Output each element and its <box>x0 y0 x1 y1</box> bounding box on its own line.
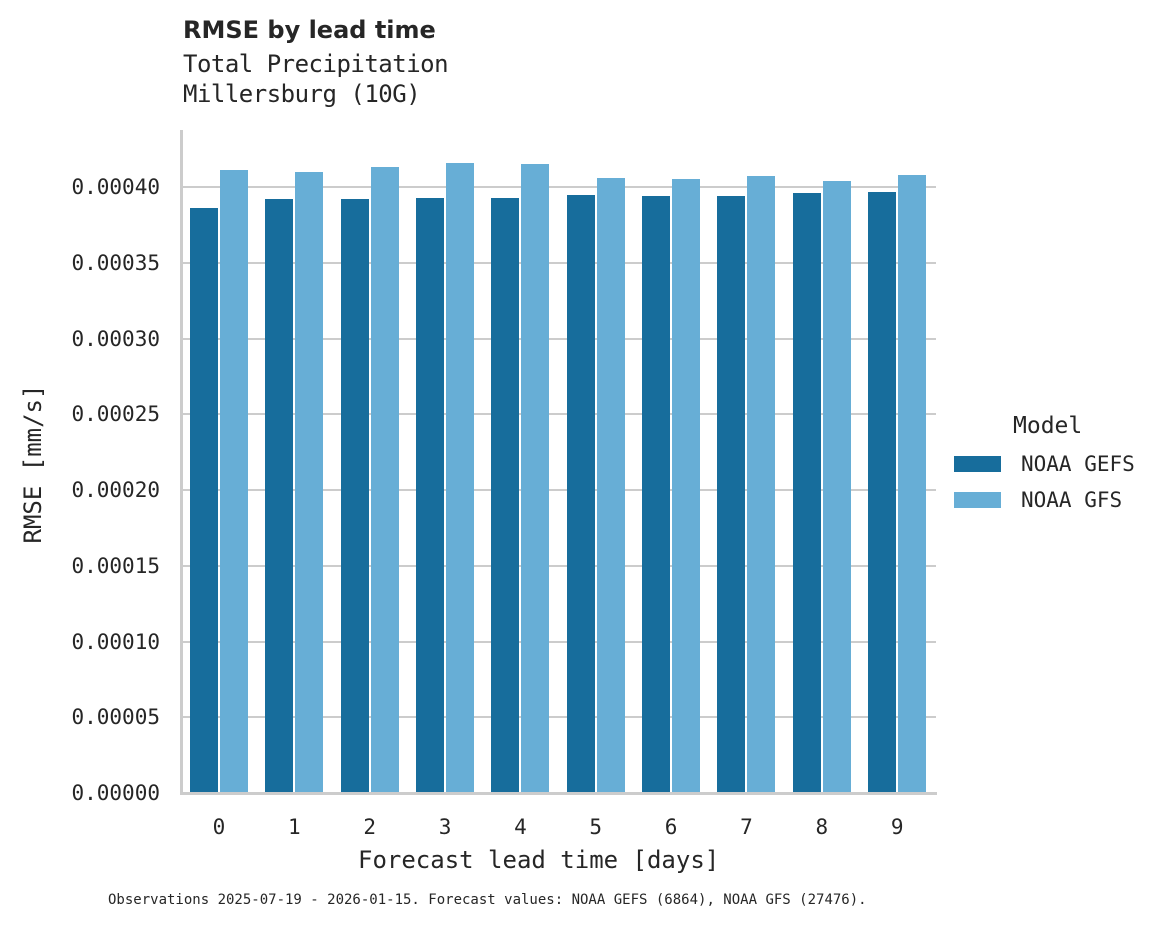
gridline <box>182 640 936 643</box>
x-tick-label: 6 <box>664 815 678 839</box>
bar-noaa-gfs-6 <box>672 179 701 793</box>
bar-noaa-gefs-0 <box>190 208 218 793</box>
x-tick-label: 3 <box>438 815 452 839</box>
x-axis-line <box>180 792 937 795</box>
bar-noaa-gfs-9 <box>898 174 927 793</box>
gridline <box>182 413 936 416</box>
x-tick-label: 0 <box>212 815 226 839</box>
bar-noaa-gfs-4 <box>521 164 550 793</box>
legend-item-gfs: NOAA GFS <box>954 488 1122 512</box>
y-tick-label: 0.00015 <box>71 553 160 578</box>
bar-noaa-gfs-7 <box>747 176 776 793</box>
bar-noaa-gfs-1 <box>295 171 324 793</box>
bar-noaa-gefs-1 <box>265 199 294 793</box>
gridline <box>182 186 936 188</box>
bar-noaa-gfs-8 <box>822 180 851 793</box>
x-tick-label: 1 <box>288 815 301 839</box>
bar-noaa-gfs-2 <box>370 167 399 793</box>
x-tick-label: 2 <box>363 815 377 839</box>
legend-label-gefs: NOAA GEFS <box>1021 452 1135 476</box>
chart-subtitle-location: Millersburg (10G) <box>183 80 421 108</box>
bar-noaa-gfs-3 <box>446 162 475 793</box>
y-tick-label: 0.00035 <box>71 250 160 275</box>
gridline <box>182 261 936 264</box>
bar-noaa-gefs-3 <box>416 197 445 793</box>
y-tick-label: 0.00030 <box>71 326 160 351</box>
footnote: Observations 2025-07-19 - 2026-01-15. Fo… <box>108 892 867 908</box>
y-axis-line <box>180 130 183 795</box>
bar-noaa-gfs-0 <box>220 170 248 793</box>
bar-noaa-gefs-5 <box>566 194 595 793</box>
y-tick-label: 0.00020 <box>71 478 160 502</box>
y-tick-label: 0.00000 <box>71 781 160 805</box>
legend-item-gefs: NOAA GEFS <box>954 452 1135 476</box>
bar-noaa-gefs-8 <box>792 193 821 793</box>
bar-noaa-gefs-9 <box>868 191 897 793</box>
chart-title: RMSE by lead time <box>183 16 436 44</box>
bar-noaa-gefs-7 <box>717 196 746 793</box>
gridline <box>182 716 936 719</box>
y-tick-label: 0.00025 <box>71 402 160 427</box>
legend-label-gfs: NOAA GFS <box>1021 488 1123 512</box>
gridline <box>182 489 936 491</box>
bar-noaa-gefs-6 <box>642 196 671 793</box>
bar-noaa-gefs-4 <box>491 197 520 793</box>
x-axis-label: Forecast lead time [days] <box>358 846 720 874</box>
y-tick-label: 0.00040 <box>71 175 160 199</box>
legend-title: Model <box>1013 413 1083 439</box>
x-tick-label: 5 <box>589 815 603 839</box>
legend-swatch-gefs <box>954 456 1001 472</box>
x-tick-label: 8 <box>815 815 829 839</box>
gridline <box>182 337 936 340</box>
y-tick-label: 0.00010 <box>71 629 160 654</box>
y-tick-label: 0.00005 <box>71 705 160 730</box>
gridline <box>182 564 936 567</box>
y-axis-label: RMSE [mm/s] <box>19 384 47 544</box>
bar-noaa-gfs-5 <box>596 177 625 793</box>
legend-swatch-gfs <box>954 492 1001 508</box>
x-tick-label: 4 <box>514 815 527 839</box>
chart-subtitle-variable: Total Precipitation <box>183 50 449 78</box>
bar-noaa-gefs-2 <box>340 199 369 793</box>
x-tick-label: 7 <box>740 815 753 839</box>
x-tick-label: 9 <box>890 815 904 839</box>
